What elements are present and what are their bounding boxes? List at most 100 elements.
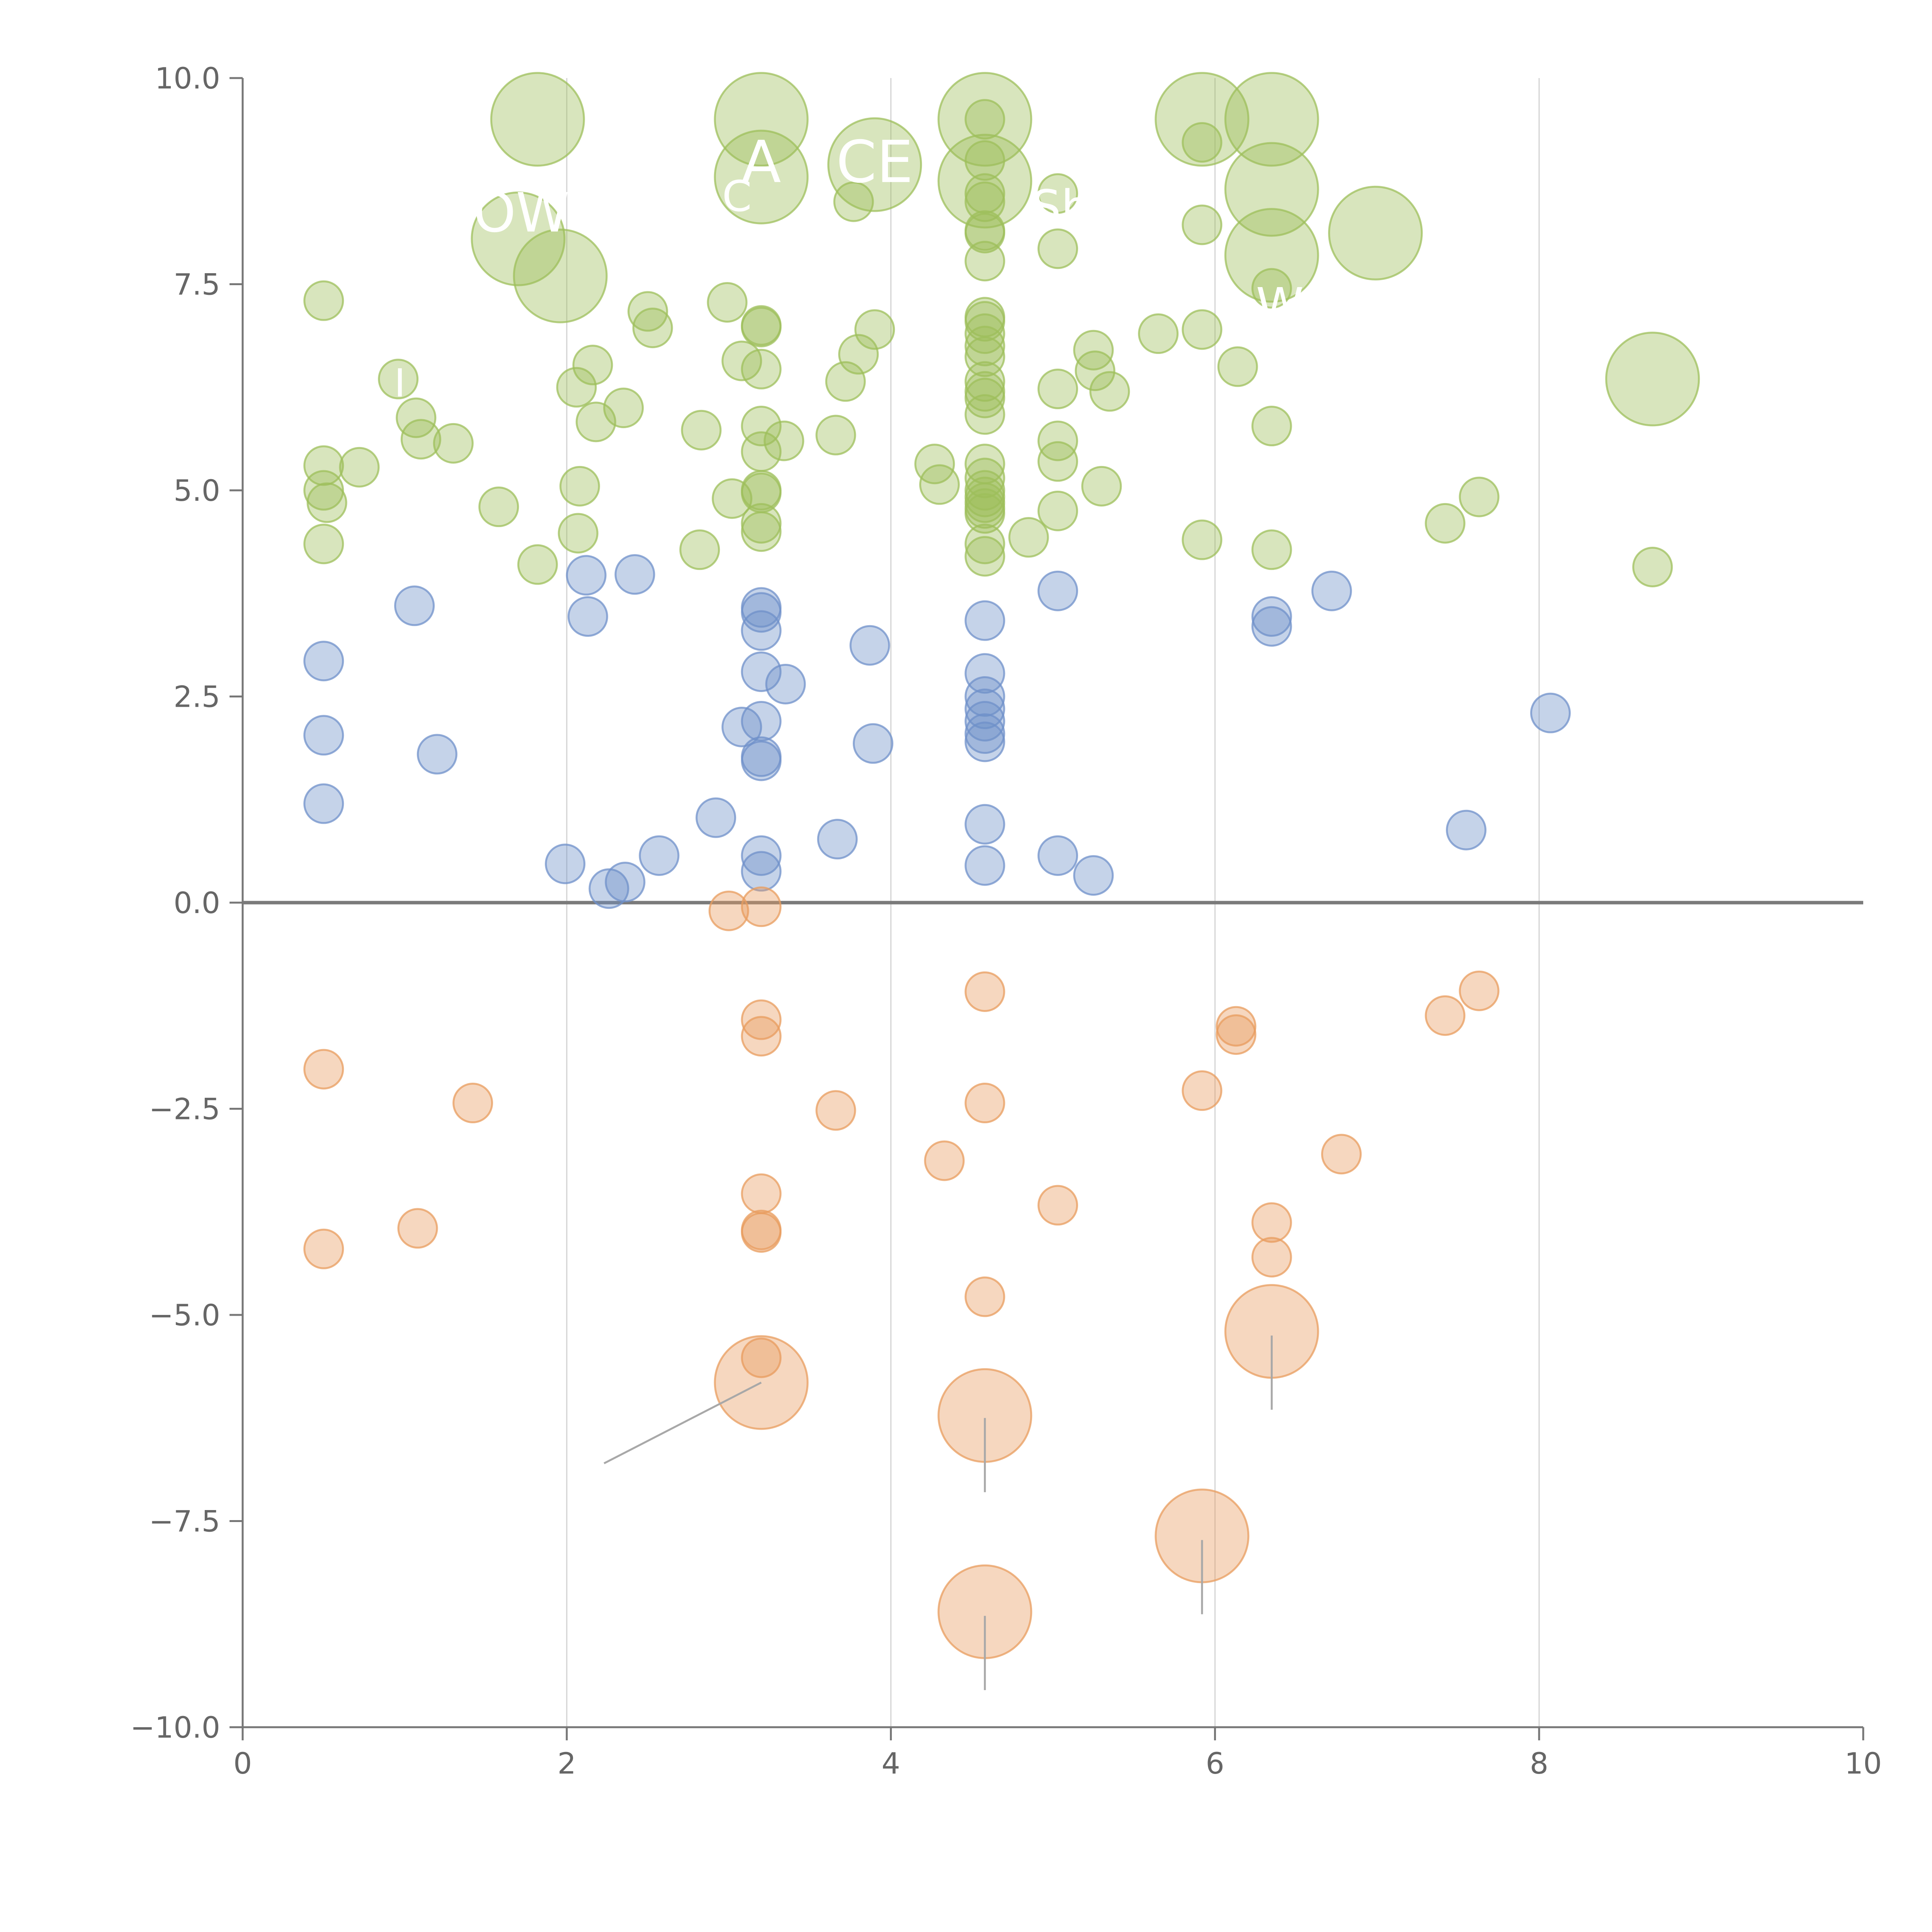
data-point (838, 334, 879, 375)
data-point (1037, 441, 1078, 482)
axes: 10.0 7.5 5.0 2.5 0.0 −2.5 −5.0 −7.5 −10.0 0 2 4 6 8 10 (130, 61, 1882, 1781)
bubble-label: W (1256, 278, 1304, 334)
series-orange (303, 886, 1500, 1659)
data-point (1037, 369, 1078, 410)
x-tick-label: 10 (1845, 1746, 1882, 1781)
data-point (1073, 330, 1114, 371)
data-point (854, 309, 895, 350)
data-point (708, 890, 749, 931)
data-point (764, 420, 804, 461)
data-point (1075, 350, 1116, 391)
data-point (1251, 1202, 1292, 1243)
data-point (696, 797, 736, 838)
data-point (937, 72, 1032, 167)
data-point (815, 415, 856, 456)
data-point (303, 524, 344, 565)
data-point (517, 544, 558, 585)
data-point (679, 529, 720, 570)
data-point (558, 513, 599, 554)
data-point (1425, 995, 1466, 1036)
data-point (849, 625, 890, 666)
data-point (741, 999, 782, 1040)
data-point (572, 345, 613, 386)
data-point (1446, 810, 1486, 850)
leader-lines (604, 1335, 1273, 1690)
y-tick-label: 10.0 (155, 61, 220, 95)
data-point (964, 1276, 1005, 1317)
data-point (605, 862, 646, 903)
data-point (1605, 332, 1700, 427)
data-point (603, 388, 644, 429)
data-point (852, 723, 893, 764)
data-point (1138, 313, 1179, 354)
data-point (964, 241, 1005, 282)
data-point (964, 676, 1005, 717)
data-point (1321, 1134, 1362, 1175)
data-point (400, 419, 441, 460)
data-point (1037, 228, 1078, 269)
data-point (306, 482, 347, 523)
data-point (817, 819, 858, 860)
series-green (303, 72, 1700, 587)
data-point (567, 596, 608, 637)
data-point (478, 486, 519, 527)
data-point (1037, 490, 1078, 531)
data-point (741, 701, 782, 742)
data-point (1216, 1006, 1257, 1047)
data-point (964, 336, 1005, 377)
data-point (964, 140, 1005, 181)
data-point (815, 1090, 856, 1131)
data-point (1216, 1014, 1257, 1055)
data-point (741, 610, 782, 651)
bubble-label: CE (836, 129, 913, 196)
annotations: OW CA CE Sh W I (394, 129, 1304, 406)
data-point (721, 340, 762, 381)
y-tick-label: 7.5 (173, 267, 220, 302)
data-point (741, 886, 782, 927)
data-point (1224, 208, 1319, 303)
data-point (339, 447, 380, 488)
y-tick-label: 0.0 (173, 886, 220, 920)
leader-line-0 (604, 1381, 762, 1464)
data-point (566, 555, 607, 596)
data-point (394, 585, 435, 626)
data-point (741, 1016, 782, 1057)
data-point (1037, 420, 1078, 461)
data-point (964, 689, 1005, 730)
data-point (639, 835, 680, 876)
data-point (714, 129, 809, 224)
data-point (914, 444, 955, 485)
data-point (964, 313, 1005, 354)
data-point (741, 349, 782, 389)
data-point (1037, 1185, 1078, 1226)
data-point (1182, 1070, 1223, 1111)
data-point (559, 466, 600, 507)
data-point (741, 1173, 782, 1214)
data-point (628, 291, 668, 332)
data-point (1073, 855, 1114, 896)
bubble-label: A (742, 129, 781, 196)
data-point (964, 524, 1005, 565)
data-point (433, 423, 474, 464)
data-series (303, 72, 1700, 1659)
data-point (1459, 476, 1500, 517)
data-point (964, 971, 1005, 1012)
data-point (964, 536, 1005, 577)
bubble-label: Sh (1032, 181, 1090, 235)
data-point (1632, 546, 1673, 587)
y-tick-label: −5.0 (149, 1298, 220, 1332)
bubble-label: OW (473, 182, 570, 245)
data-point (1081, 466, 1122, 507)
data-point (397, 1208, 438, 1249)
data-point (1224, 142, 1319, 237)
data-point (303, 1049, 344, 1090)
data-point (833, 181, 874, 222)
data-point (741, 1337, 782, 1378)
data-point (303, 1228, 344, 1269)
data-point (632, 308, 673, 349)
data-point (741, 740, 782, 781)
data-point (1155, 72, 1250, 167)
data-point (714, 72, 809, 167)
y-tick-label: 2.5 (173, 680, 220, 714)
x-tick-label: 4 (881, 1746, 900, 1781)
